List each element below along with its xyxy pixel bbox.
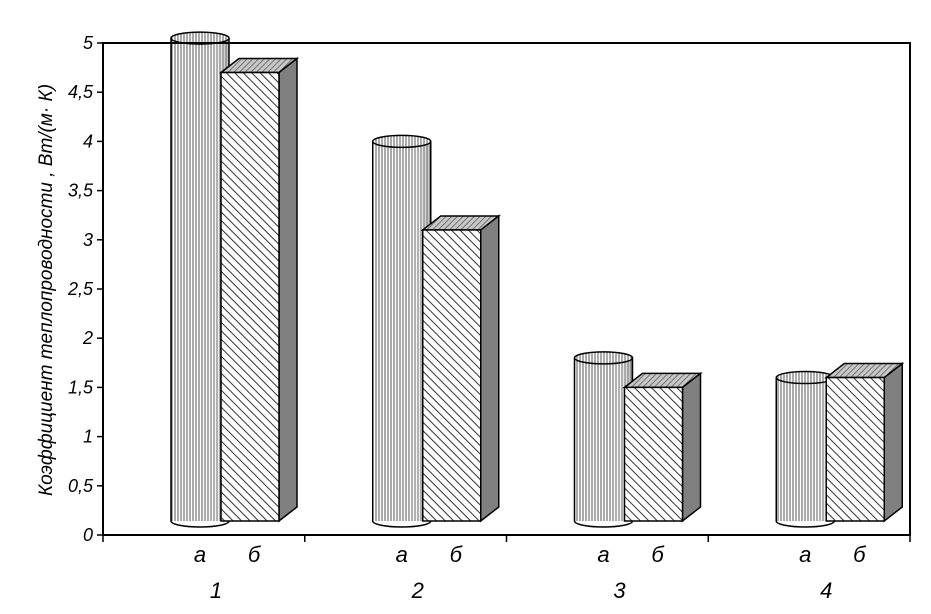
y-tick-label: 0 — [83, 525, 93, 545]
bar-cylinder-3-a — [573, 351, 634, 528]
bar-box-2-b — [420, 214, 501, 523]
category-label: 2 — [411, 578, 424, 603]
bar-box-3-b — [622, 371, 703, 523]
bar-group-1: а б 1 — [170, 31, 300, 603]
y-tick-label: 1,5 — [68, 377, 94, 397]
cylinder-shading — [574, 357, 633, 521]
bar-box-1-b — [218, 56, 300, 523]
box-side — [278, 56, 298, 523]
box-side — [883, 362, 903, 523]
cylinder-outline — [372, 141, 432, 528]
cylinder-outline — [170, 38, 230, 528]
series-label-b: б — [248, 542, 262, 567]
category-label: 3 — [613, 578, 626, 603]
y-tick-label: 3 — [83, 230, 93, 250]
bar-cylinder-1-a — [170, 31, 230, 528]
cylinder-top — [573, 351, 634, 365]
y-tick-label: 1 — [83, 427, 93, 447]
box-front — [825, 376, 885, 522]
series-label-b: б — [853, 542, 867, 567]
bar-box-4-b — [824, 362, 905, 523]
bar-group-3: а б3 — [573, 351, 703, 603]
series-label-a: а — [396, 542, 408, 567]
cylinder-shading — [372, 141, 431, 521]
series-label-a: а — [799, 542, 811, 567]
y-tick-label: 4,5 — [68, 82, 94, 102]
cylinder-outline — [775, 377, 835, 528]
bar-group-4: а б4 — [775, 362, 905, 603]
bar-group-2: а б 2 — [372, 134, 501, 603]
cylinder-shading — [171, 38, 229, 522]
y-tick-label: 2,5 — [67, 279, 94, 299]
y-axis-title: Коэффициент теплопроводности , Вт/(м· К) — [36, 84, 57, 496]
series-label-a: а — [597, 542, 609, 567]
bar-cylinder-2-a — [372, 134, 432, 528]
series-label-b: б — [651, 542, 665, 567]
box-side — [480, 214, 500, 523]
box-front — [623, 386, 684, 522]
series-label-a: а — [194, 542, 206, 567]
category-label: 1 — [210, 578, 222, 603]
box-front — [422, 229, 482, 522]
y-tick-label: 0,5 — [68, 476, 94, 496]
box-side — [681, 371, 702, 523]
y-tick-label: 4 — [83, 131, 93, 151]
cylinder-top — [372, 134, 432, 149]
bar-cylinder-4-a — [775, 370, 835, 528]
box-front — [220, 71, 280, 522]
series-label-b: б — [450, 542, 464, 567]
y-tick-label: 2 — [82, 328, 93, 348]
y-tick-label: 3,5 — [68, 181, 94, 201]
cylinder-outline — [573, 357, 634, 528]
y-tick-label: 5 — [83, 33, 94, 53]
cylinder-shading — [776, 377, 835, 521]
category-label: 4 — [820, 578, 832, 603]
cylinder-top — [170, 31, 230, 45]
